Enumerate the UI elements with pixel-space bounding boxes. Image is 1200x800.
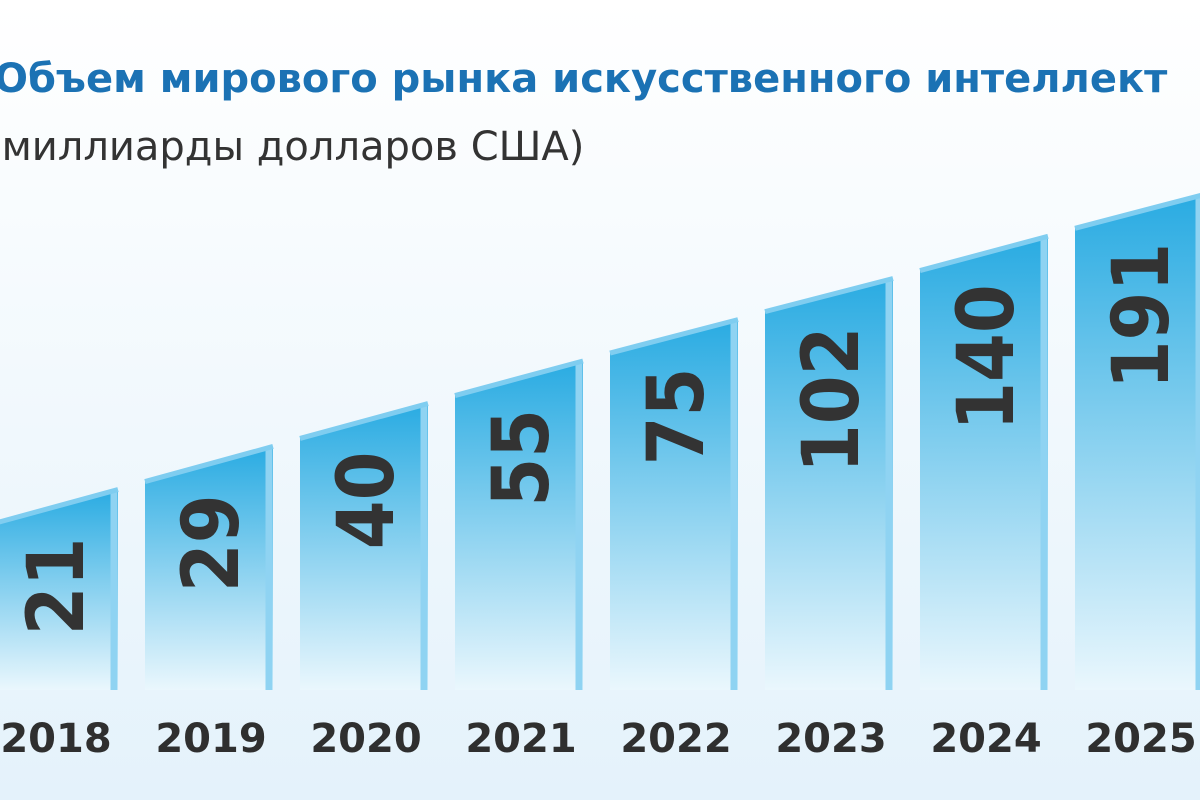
- bars: 21 2018 29 2019 40 2020 55 2021 75 2022 102 2023 140…: [0, 193, 1200, 762]
- x-tick-label: 2018: [0, 716, 111, 762]
- bar-top: [144, 444, 274, 484]
- bar: [0, 489, 118, 690]
- bar-top: [0, 487, 119, 525]
- data-label: 191: [1097, 243, 1187, 389]
- bar-top: [1074, 193, 1200, 231]
- bar-top: [764, 276, 894, 315]
- data-label: 40: [322, 452, 412, 550]
- x-tick-label: 2024: [930, 716, 1041, 762]
- x-tick-label: 2025: [1085, 716, 1196, 762]
- x-tick-label: 2021: [465, 716, 576, 762]
- bar: [1075, 195, 1200, 690]
- chart-title: Объем мирового рынка искусственного инте…: [0, 56, 1168, 102]
- bar: [920, 236, 1048, 690]
- bar: [765, 278, 893, 690]
- chart-subtitle: (миллиарды долларов США): [0, 124, 584, 170]
- data-label: 55: [477, 409, 567, 507]
- bar: [145, 446, 273, 690]
- x-tick-label: 2020: [310, 716, 421, 762]
- x-tick-label: 2022: [620, 716, 731, 762]
- bar-top: [299, 401, 429, 441]
- bar-top: [919, 233, 1049, 273]
- data-label: 102: [787, 327, 877, 473]
- bar: [610, 319, 738, 690]
- data-label: 21: [12, 538, 102, 636]
- bar: [455, 361, 583, 690]
- bar-top: [454, 358, 584, 398]
- data-label: 29: [167, 494, 257, 592]
- bar-top: [609, 317, 739, 356]
- data-label: 75: [632, 368, 722, 466]
- data-label: 140: [942, 284, 1032, 430]
- bar: [300, 403, 428, 690]
- x-tick-label: 2023: [775, 716, 886, 762]
- x-tick-label: 2019: [155, 716, 266, 762]
